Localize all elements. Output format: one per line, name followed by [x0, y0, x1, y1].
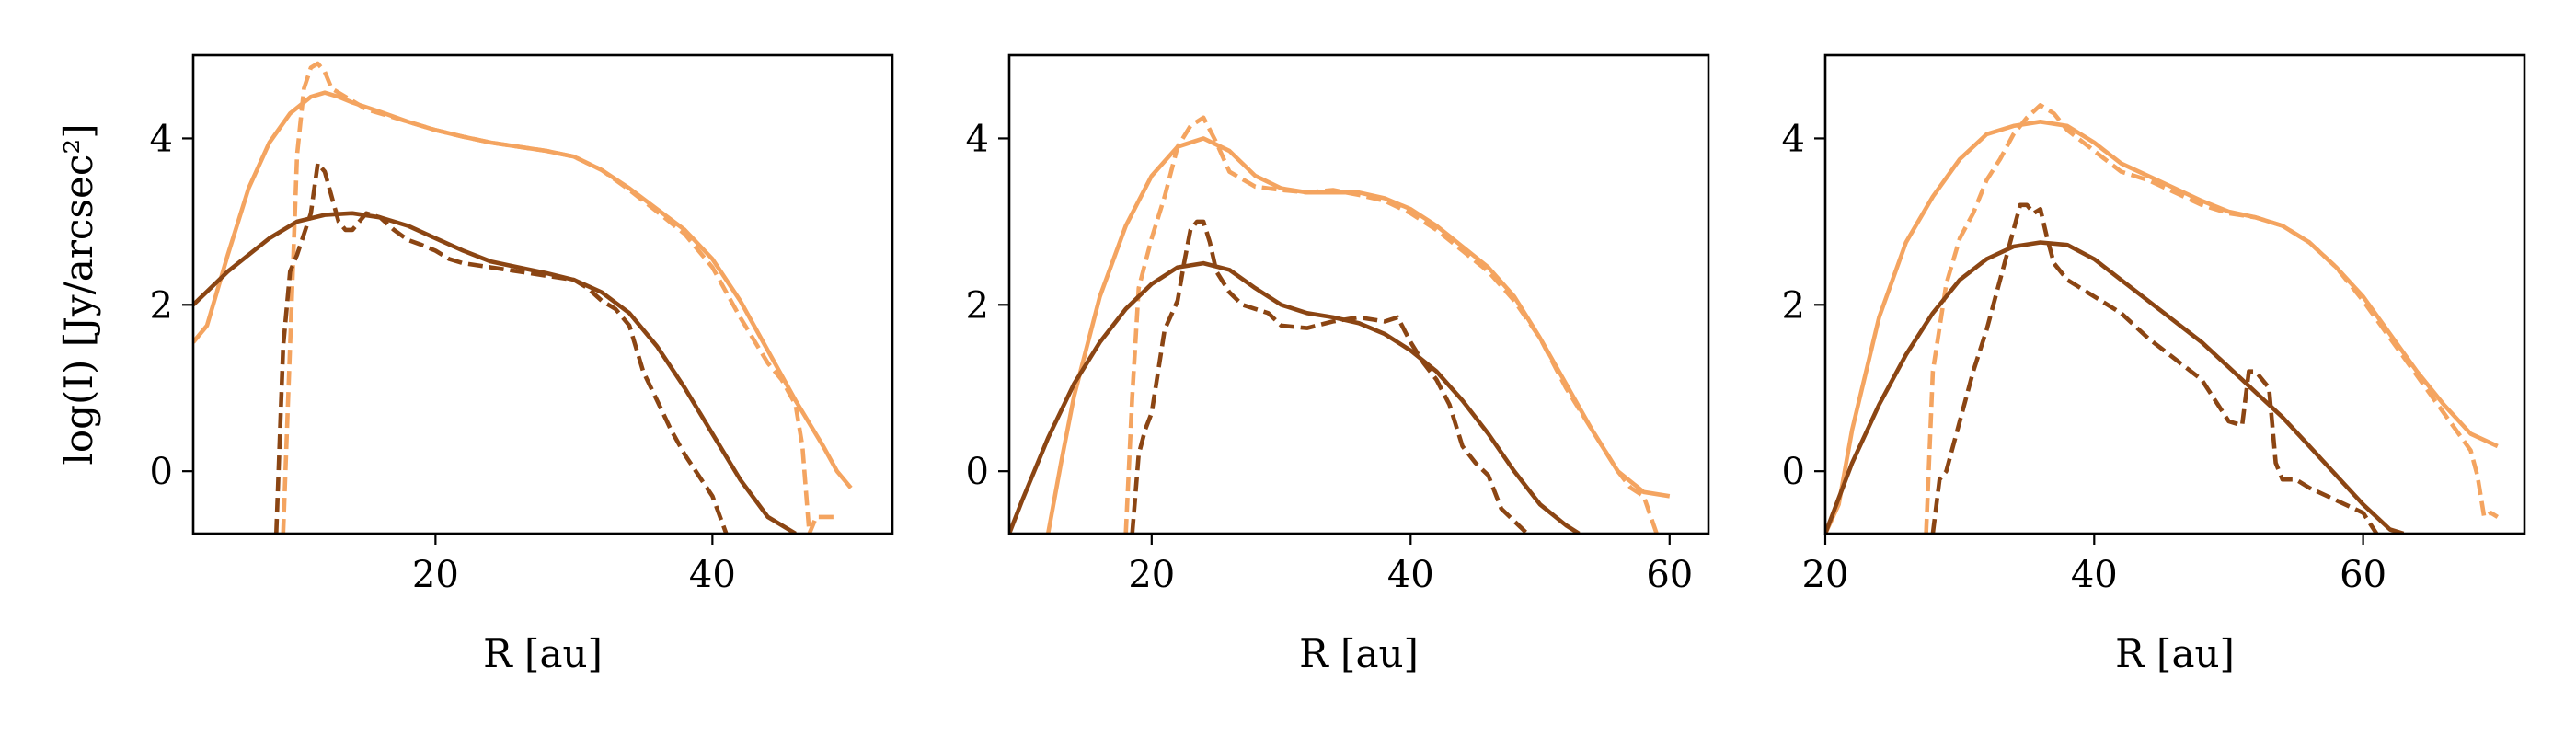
panel-2-ytick-label: 4 [966, 118, 989, 160]
panel-1-ticks: 20 40 0 2 4 [150, 118, 736, 596]
panel-3: 20 40 60 0 2 4 R [au] [1782, 53, 2526, 676]
panel-3-series-1-solid [1825, 120, 2499, 534]
panel-3-series-2-dashed [1924, 103, 2500, 534]
panel-2-xtick-label: 40 [1387, 554, 1434, 596]
panel-3-series-3-solid [1825, 240, 2405, 534]
panel-1-ytick-label: 2 [150, 284, 173, 327]
panel-3-ytick-label: 2 [1782, 284, 1805, 327]
panel-2-ytick-label: 0 [966, 451, 989, 493]
panel-2-series-3-solid [1009, 260, 1581, 534]
panel-1-series-2-dashed [281, 61, 837, 534]
panel-3-xlabel: R [au] [2115, 631, 2235, 676]
panel-1-series-1-solid [193, 90, 853, 489]
panel-3-frame [1823, 53, 2526, 535]
panel-3-ytick-label: 0 [1782, 451, 1805, 493]
panel-3-series [1825, 103, 2500, 534]
panel-3-ytick-label: 4 [1782, 118, 1805, 160]
panel-1: 20 40 0 2 4 R [au] log(I) [Jy/arcsec²] [56, 53, 894, 676]
panel-2-series-4-dashed [1130, 219, 1529, 534]
panel-3-series-4-dashed [1930, 202, 2379, 534]
panel-1-ytick-label: 4 [150, 118, 173, 160]
panel-2-series-1-solid [1045, 136, 1671, 534]
panel-2: 20 40 60 0 2 4 R [au] [966, 53, 1710, 676]
panel-2-frame [1007, 53, 1710, 535]
panel-1-xlabel: R [au] [483, 631, 603, 676]
panel-3-xtick-label: 40 [2071, 554, 2118, 596]
panel-1-series-4-dashed [274, 161, 729, 534]
panel-1-xtick-label: 20 [412, 554, 459, 596]
panel-2-xtick-label: 60 [1646, 554, 1693, 596]
panel-1-frame [191, 53, 894, 535]
panel-3-xtick-label: 60 [2340, 554, 2386, 596]
panel-3-ticks: 20 40 60 0 2 4 [1782, 118, 2387, 596]
panel-1-ytick-label: 0 [150, 451, 173, 493]
panel-2-series-2-dashed [1123, 115, 1659, 534]
panel-1-ylabel: log(I) [Jy/arcsec²] [56, 123, 101, 465]
panel-2-xlabel: R [au] [1299, 631, 1419, 676]
panel-2-xtick-label: 20 [1128, 554, 1175, 596]
panel-2-series [1009, 115, 1671, 534]
panel-2-ticks: 20 40 60 0 2 4 [966, 118, 1694, 596]
panel-3-xtick-label: 20 [1802, 554, 1849, 596]
panel-2-ytick-label: 2 [966, 284, 989, 327]
panel-1-series [193, 61, 853, 534]
panel-1-xtick-label: 40 [689, 554, 736, 596]
